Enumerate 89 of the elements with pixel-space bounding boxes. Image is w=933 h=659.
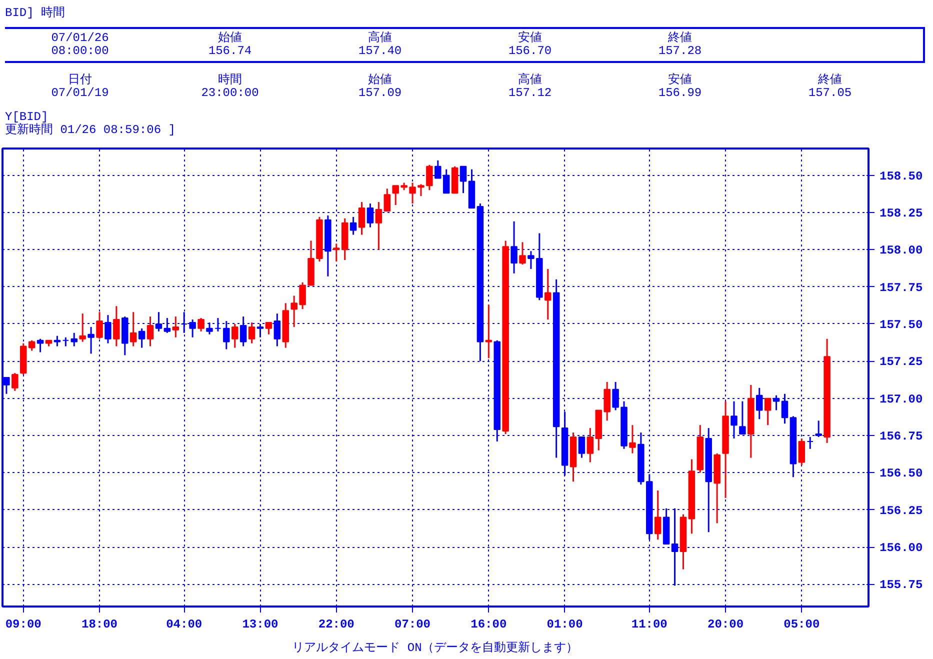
text: 安値 156.99 <box>657 73 703 100</box>
x-tick-label: 09:00 <box>5 618 42 632</box>
text: 07/01/26 08:00:00 <box>50 31 110 58</box>
candlestick <box>104 314 112 344</box>
text: 時間 23:00:00 <box>200 73 260 100</box>
candlestick <box>113 305 120 348</box>
x-tick-label: 20:00 <box>708 618 744 632</box>
candlestick <box>146 316 154 348</box>
candlestick <box>756 387 763 420</box>
text: 終値 157.28 <box>657 31 703 58</box>
text: 更新時間 01/26 08:59:06 ] <box>5 123 176 137</box>
candlestick <box>54 335 61 348</box>
candlestick <box>654 490 662 540</box>
text: 高値 157.12 <box>507 73 553 100</box>
candlestick <box>519 241 526 266</box>
candlestick <box>28 340 36 352</box>
text: Y[BID] <box>5 110 48 124</box>
text: BID] 時間 <box>5 5 66 21</box>
candlestick <box>231 323 238 349</box>
text: 始値 156.74 <box>207 31 253 58</box>
candlestick <box>772 394 780 411</box>
y-tick-label: 157.00 <box>880 392 923 406</box>
candlestick <box>274 312 281 348</box>
candlestick <box>265 322 272 336</box>
candlestick <box>544 268 552 320</box>
text: リアルタイムモード ON（データを自動更新します） <box>291 640 579 657</box>
candlestick <box>730 400 738 440</box>
candlestick <box>130 311 137 348</box>
candlestick <box>12 372 18 392</box>
x-tick-label: 04:00 <box>166 618 202 632</box>
candlestick <box>358 201 366 236</box>
x-tick-label: 05:00 <box>784 618 820 632</box>
candlestick <box>528 250 534 270</box>
candlestick <box>350 216 357 236</box>
y-tick-label: 156.50 <box>880 466 923 481</box>
y-tick-label: 155.75 <box>880 578 923 592</box>
x-tick-label: 22:00 <box>318 618 354 632</box>
x-tick-label: 01:00 <box>546 618 583 632</box>
candlestick <box>70 332 78 348</box>
candlestick <box>366 202 374 228</box>
y-tick-label: 157.25 <box>880 355 923 370</box>
candlestick <box>189 318 196 338</box>
y-tick-label: 158.25 <box>880 206 923 220</box>
candlestick <box>206 322 213 336</box>
candlestick <box>375 201 382 250</box>
y-tick-label: 158.50 <box>880 169 923 184</box>
x-tick-label: 11:00 <box>631 618 668 632</box>
candlestick <box>256 323 264 338</box>
candlestick <box>155 311 162 332</box>
candlestick <box>214 317 222 332</box>
candlestick <box>88 326 94 354</box>
candlestick <box>586 427 594 464</box>
candlestick <box>36 338 44 353</box>
candlestick <box>138 328 146 349</box>
y-tick-label: 156.75 <box>880 429 923 444</box>
y-tick-label: 157.75 <box>880 280 923 295</box>
text: 安値 156.70 <box>507 31 553 58</box>
text: 始値 157.09 <box>357 73 403 100</box>
y-tick-label: 158.00 <box>880 244 923 258</box>
candlestick <box>240 316 247 348</box>
x-tick-label: 18:00 <box>82 618 118 632</box>
y-tick-label: 156.00 <box>880 541 923 556</box>
text: 高値 157.40 <box>357 31 403 58</box>
candlestick <box>79 312 86 343</box>
candlestick <box>180 311 188 334</box>
x-tick-label: 07:00 <box>394 618 431 632</box>
candlestick <box>806 436 814 450</box>
y-tick-label: 156.25 <box>880 504 923 518</box>
candlestick <box>629 424 636 454</box>
candlestick <box>172 316 180 338</box>
candlestick <box>384 188 391 212</box>
candlestick <box>198 317 204 332</box>
candlestick <box>764 398 772 426</box>
candlestick <box>798 438 806 466</box>
candlestick <box>781 393 788 424</box>
y-tick-label: 157.50 <box>880 318 923 332</box>
x-tick-label: 13:00 <box>242 618 278 632</box>
candlestick <box>164 317 171 334</box>
text: 日付 07/01/19 <box>50 73 110 100</box>
candlestick <box>510 220 518 274</box>
x-tick-label: 16:00 <box>470 618 507 632</box>
text: 終値 157.05 <box>807 73 853 100</box>
candlestick <box>96 311 103 340</box>
candlestick <box>578 436 586 459</box>
candlestick <box>815 420 822 438</box>
candlestick <box>248 322 256 344</box>
candlestick <box>739 400 746 435</box>
candlestick <box>223 320 230 350</box>
candlestick <box>485 304 492 359</box>
